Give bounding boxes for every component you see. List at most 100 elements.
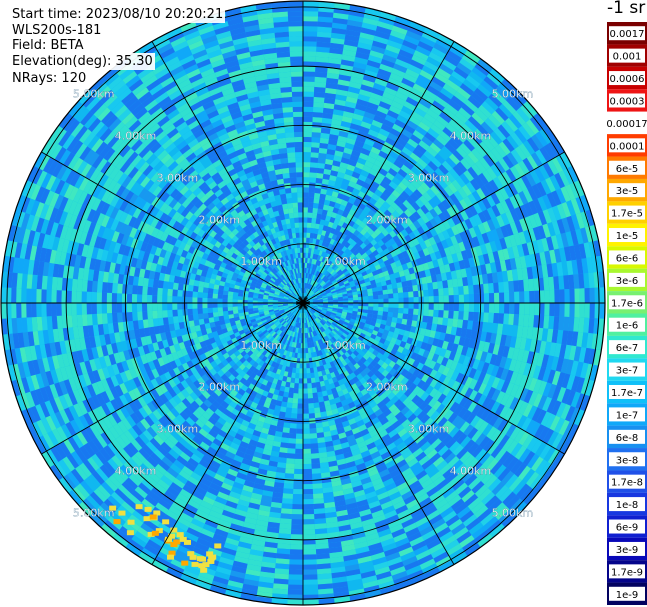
field-cell <box>466 457 479 471</box>
field-cell <box>488 93 503 108</box>
field-cell <box>448 168 460 180</box>
field-cell <box>353 258 361 265</box>
field-cell <box>311 473 322 479</box>
field-cell <box>331 263 337 270</box>
field-cell <box>427 127 440 139</box>
field-cell <box>331 27 347 35</box>
field-cell <box>320 132 330 139</box>
field-cell <box>315 265 320 271</box>
field-cell <box>295 433 303 439</box>
field-cell <box>320 291 326 295</box>
field-cell <box>429 369 438 379</box>
field-cell <box>434 96 448 108</box>
field-cell <box>546 355 555 370</box>
field-cell <box>429 452 442 464</box>
field-cell <box>418 195 429 205</box>
field-cell <box>338 130 349 138</box>
field-cell <box>326 237 332 244</box>
field-cell <box>429 267 436 276</box>
field-cell <box>316 317 321 322</box>
field-cell <box>445 123 458 135</box>
field-cell <box>504 197 515 211</box>
field-cell <box>356 246 363 253</box>
field-cell <box>540 411 552 427</box>
field-cell <box>588 272 595 288</box>
field-cell <box>328 57 342 65</box>
field-cell <box>360 318 367 324</box>
field-cell <box>303 86 315 92</box>
field-cell <box>499 334 507 346</box>
field-cell <box>486 442 499 456</box>
field-cell <box>541 354 550 369</box>
field-cell <box>553 316 560 330</box>
field-cell <box>326 310 332 314</box>
field-cell <box>437 91 451 104</box>
field-cell <box>413 50 429 61</box>
field-cell <box>433 71 449 84</box>
field-cell <box>454 233 463 244</box>
field-cell <box>339 162 349 169</box>
field-cell <box>431 274 438 283</box>
field-cell <box>574 303 580 318</box>
field-cell <box>360 27 376 36</box>
field-cell <box>403 291 409 298</box>
field-cell <box>314 311 320 316</box>
field-cell <box>288 387 295 394</box>
field-cell <box>467 442 480 455</box>
field-cell <box>318 300 324 303</box>
field-cell <box>279 518 292 525</box>
field-cell <box>339 215 347 223</box>
field-cell <box>507 410 519 424</box>
field-cell <box>401 348 409 356</box>
field-cell <box>431 323 438 332</box>
field-cell <box>458 294 465 303</box>
field-cell <box>435 273 443 282</box>
field-cell <box>440 87 454 100</box>
field-cell <box>522 451 536 466</box>
field-cell <box>309 433 318 439</box>
field-cell <box>373 115 385 124</box>
field-cell <box>514 303 520 315</box>
field-cell <box>333 335 339 341</box>
field-cell <box>359 221 367 229</box>
field-cell <box>526 326 534 340</box>
field-cell <box>490 429 502 443</box>
field-cell <box>318 287 324 292</box>
field-cell <box>446 227 455 238</box>
field-cell <box>478 340 486 352</box>
field-cell <box>569 407 581 424</box>
field-cell <box>308 202 314 208</box>
field-cell <box>411 360 420 369</box>
field-cell <box>510 149 523 164</box>
field-cell <box>451 478 465 491</box>
field-cell <box>342 277 348 283</box>
field-cell <box>479 157 491 170</box>
field-cell <box>282 427 290 434</box>
field-cell <box>487 342 496 354</box>
field-cell <box>374 363 382 371</box>
field-cell <box>321 318 327 324</box>
field-cell <box>570 360 579 376</box>
field-cell <box>433 215 443 225</box>
field-cell <box>494 303 500 314</box>
field-cell <box>463 196 474 208</box>
field-cell <box>528 214 538 229</box>
field-cell <box>339 69 353 77</box>
field-cell <box>327 282 333 287</box>
field-cell <box>342 323 348 329</box>
field-cell <box>317 26 332 33</box>
field-cell <box>568 345 577 361</box>
field-cell <box>303 121 313 128</box>
field-cell <box>331 119 342 126</box>
field-cell <box>522 140 536 155</box>
field-cell <box>441 160 453 172</box>
field-cell <box>397 86 411 97</box>
field-cell <box>313 503 325 510</box>
field-cell <box>314 318 319 324</box>
field-cell <box>532 365 542 380</box>
field-cell <box>352 291 358 296</box>
field-cell <box>465 347 474 358</box>
field-cell <box>303 514 315 520</box>
field-cell <box>313 101 325 108</box>
field-cell <box>502 100 517 115</box>
